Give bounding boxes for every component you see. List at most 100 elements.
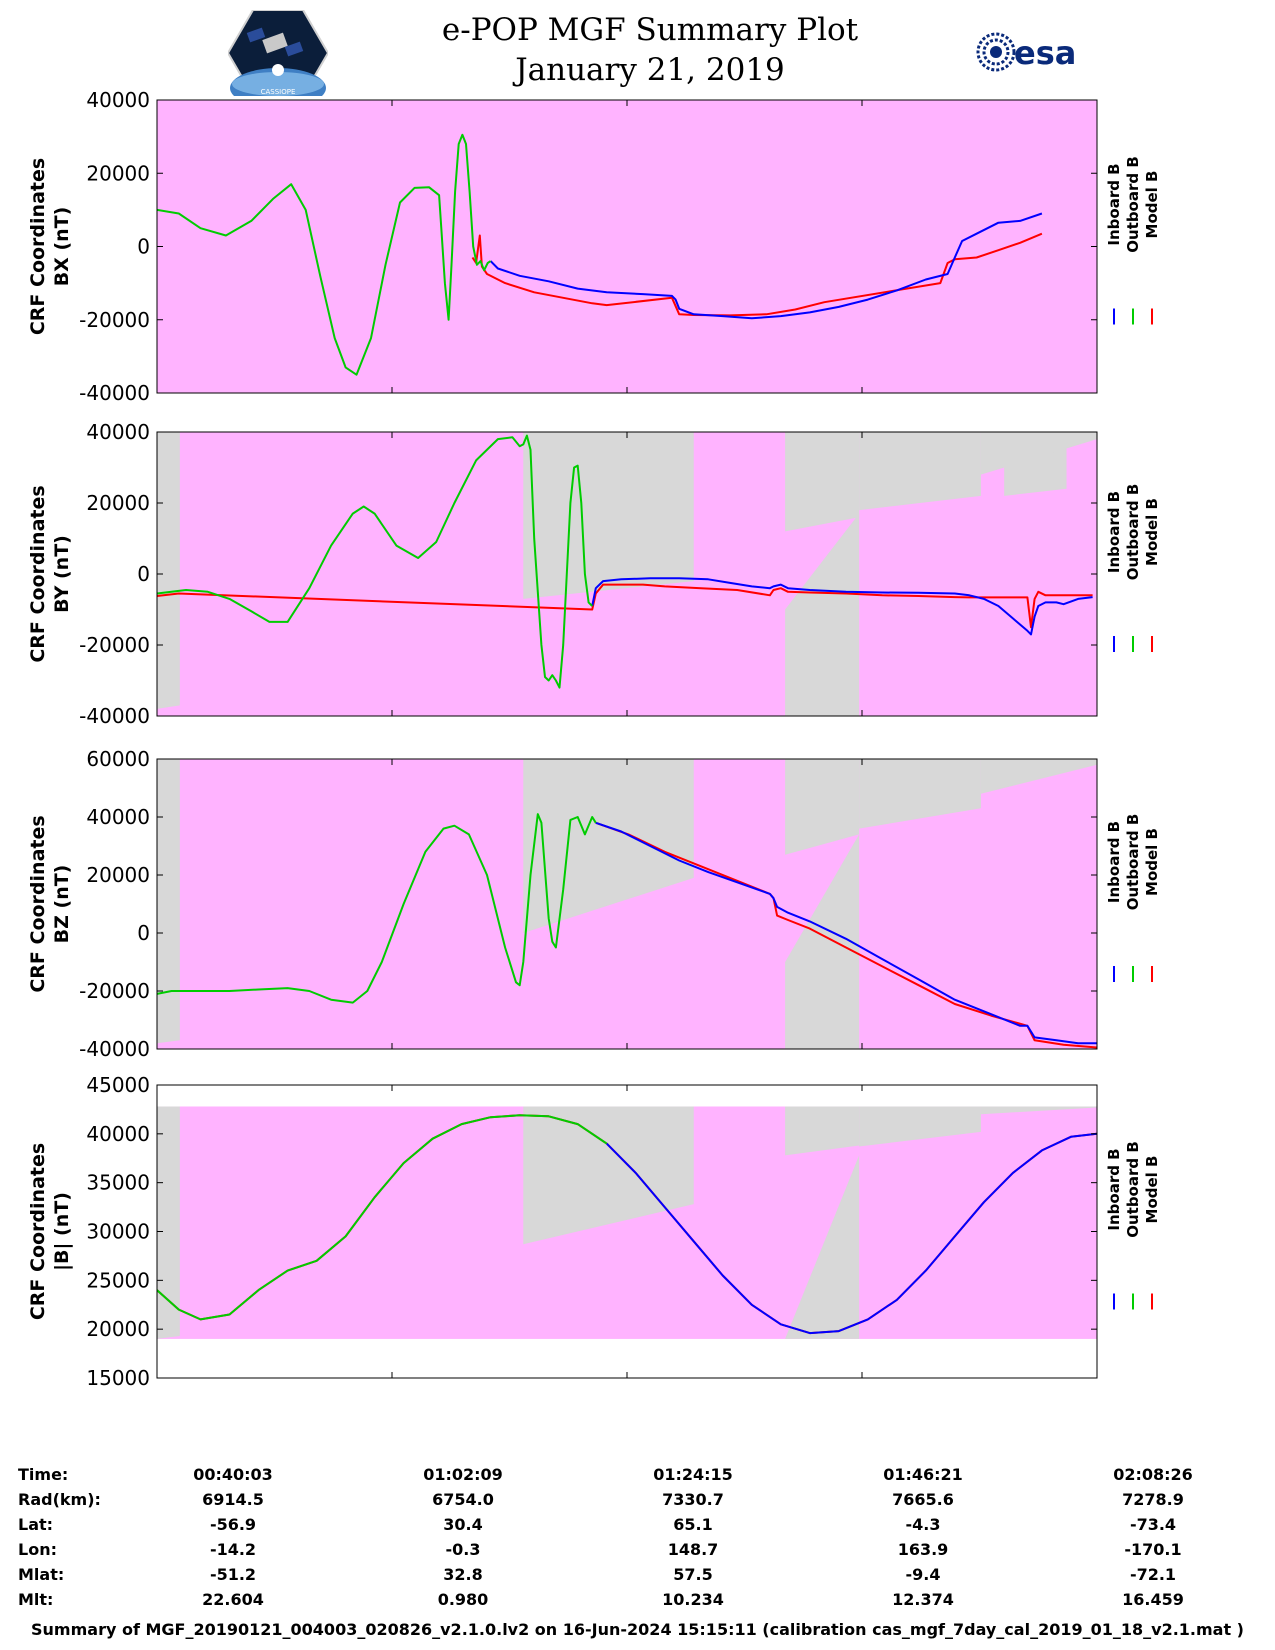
series-inboard-b [605,1132,1097,1335]
info-value: 02:08:26 [1113,1465,1193,1484]
y-tick-label: 0 [137,235,150,259]
info-row: Lon: -14.2 -0.3 148.7 163.9 -170.1 [18,1537,1268,1562]
y-axis-label: CRF Coordinates BZ (nT) [27,815,73,992]
legend-label: Outboard B [1124,484,1142,581]
y-tick-label: -40000 [79,704,150,728]
invalid-data-region [980,1106,1097,1115]
legend-label: Outboard B [1124,814,1142,911]
mgf-summary-chart: 40000 20000 0 -20000 -40000 CRF Coordinates BX… [27,88,1191,1390]
invalid-data-region [157,1106,180,1339]
y-tick-label: 60000 [86,747,150,771]
y-tick-label: 40000 [86,805,150,829]
y-tick-label: 20000 [86,863,150,887]
y-tick-label: -20000 [79,633,150,657]
panel-4: 45000 40000 35000 30000 25000 20000 15000 CRF C… [27,1073,1161,1390]
series-outboard-b [157,434,593,689]
invalid-data-region [859,759,981,829]
invalid-data-region [523,759,694,933]
info-value: 0.980 [437,1590,489,1609]
legend-label: Inboard B [1105,1148,1123,1230]
info-value: -56.9 [209,1515,257,1534]
info-value: 01:24:15 [653,1465,733,1484]
svg-text:CASSIOPE: CASSIOPE [261,88,296,96]
info-row: Time: 00:40:03 01:02:09 01:24:15 01:46:21 02:… [18,1462,1268,1487]
y-tick-label: 30000 [86,1220,150,1244]
info-value: -73.4 [1129,1515,1177,1534]
legend-label: Inboard B [1105,821,1123,903]
info-row-label: Mlat: [18,1565,65,1584]
y-tick-label: 20000 [86,491,150,515]
panel-2: 40000 20000 0 -20000 -40000 CRF Coordinates BY… [27,420,1191,728]
y-tick-label: 40000 [86,420,150,444]
legend-label: Inboard B [1105,491,1123,573]
info-value: 12.374 [892,1590,954,1609]
legend-label: Outboard B [1124,156,1142,253]
series-model-b [157,583,1093,629]
y-axis-label: CRF Coordinates BX (nT) [27,158,73,335]
y-tick-label: 20000 [86,161,150,185]
plot-date: January 21, 2019 [515,52,785,88]
legend-label: Outboard B [1124,1141,1142,1238]
info-value: 16.459 [1122,1590,1184,1609]
footer-caption: Summary of MGF_20190121_004003_020826_v2… [31,1620,1244,1639]
info-value: 7278.9 [1122,1490,1184,1509]
panel-3: 60000 40000 20000 0 -20000 -40000 CRF Coordina… [27,747,1161,1061]
info-value: -14.2 [209,1540,257,1559]
info-value: 163.9 [897,1540,949,1559]
y-tick-label: 25000 [86,1268,150,1292]
series-outboard-b [157,133,492,376]
svg-text:esa: esa [1014,34,1076,72]
info-value: 57.5 [673,1565,713,1584]
invalid-data-region [785,513,860,716]
legend: Inboard B Outboard B Model B [1105,484,1161,652]
info-value: 65.1 [673,1515,713,1534]
invalid-data-region [785,432,860,532]
legend-label: Inboard B [1105,163,1123,245]
y-tick-label: 45000 [86,1073,150,1097]
series-outboard-b [157,1114,608,1321]
info-value: -9.4 [905,1565,941,1584]
y-tick-label: 40000 [86,1122,150,1146]
y-tick-label: -20000 [79,308,150,332]
info-value: 32.8 [443,1565,483,1584]
y-tick-label: -40000 [79,1037,150,1061]
info-value: -4.3 [905,1515,941,1534]
y-tick-label: 0 [137,921,150,945]
panel-1: 40000 20000 0 -20000 -40000 CRF Coordinates BX… [27,88,1161,405]
info-value: -72.1 [1129,1565,1177,1584]
orbit-info-table: Time: 00:40:03 01:02:09 01:24:15 01:46:21 02:… [18,1462,1268,1612]
invalid-data-region [785,834,860,1049]
series-outboard-b [157,813,597,1004]
invalid-data-region [157,759,180,1044]
info-value: 6754.0 [432,1490,494,1509]
y-tick-label: 15000 [86,1366,150,1390]
invalid-data-region [785,1155,860,1339]
valid-data-background [157,100,1097,393]
invalid-data-region [859,432,981,511]
invalid-data-region [523,1106,694,1245]
legend-label: Model B [1143,1156,1161,1224]
y-tick-label: 0 [137,562,150,586]
info-value: 00:40:03 [193,1465,273,1484]
info-row: Rad(km): 6914.5 6754.0 7330.7 7665.6 7278.9 [18,1487,1268,1512]
info-value: 6914.5 [202,1490,264,1509]
legend-label: Model B [1143,498,1161,566]
invalid-data-region [980,759,1097,794]
info-row: Mlt: 22.604 0.980 10.234 12.374 16.459 [18,1587,1268,1612]
invalid-data-region [157,432,180,709]
info-value: 10.234 [662,1590,724,1609]
series-inboard-b [591,577,1093,636]
invalid-data-region [1097,432,1191,446]
y-tick-label: 40000 [86,88,150,112]
info-value: -170.1 [1124,1540,1182,1559]
info-row-label: Lat: [18,1515,54,1534]
invalid-data-region [785,1106,860,1156]
y-tick-label: -20000 [79,979,150,1003]
legend: Inboard B Outboard B Model B [1105,156,1161,325]
info-value: 01:46:21 [883,1465,963,1484]
esa-logo: esa [974,30,1104,74]
plot-title-main: e-POP MGF Summary Plot [441,12,859,48]
info-row-label: Rad(km): [18,1490,101,1509]
info-value: 22.604 [202,1590,264,1609]
info-value: 01:02:09 [423,1465,503,1484]
